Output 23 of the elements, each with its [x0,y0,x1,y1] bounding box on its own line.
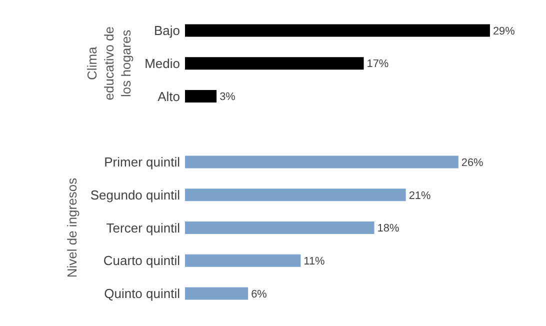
bar [185,222,374,234]
y-tick-label: Segundo quintil [90,187,180,202]
data-label: 26% [461,156,484,169]
y-tick-label: Medio [144,56,180,71]
bar [185,188,406,202]
y-axis-title: Clima educativo de los hogares [84,26,134,100]
data-label: 11% [304,256,326,268]
y-tick-label: Bajo [154,22,180,38]
y-tick-label: Tercer quintil [106,220,180,236]
y-tick-label: Primer quintil [104,154,180,170]
data-label: 29% [492,25,516,38]
bar [185,254,301,267]
y-tick-label: Cuarto quintil [103,253,180,268]
bar [185,287,248,300]
y-axis-title: Nivel de ingresos [64,177,80,278]
bar [185,156,458,168]
data-label: 17% [366,58,389,70]
data-label: 21% [408,190,431,202]
data-label: 18% [377,222,400,235]
y-tick-label: Alto [158,88,180,104]
y-tick-label: Quinto quintil [104,286,180,302]
data-label: 3% [220,91,236,104]
data-label: 6% [251,288,268,300]
